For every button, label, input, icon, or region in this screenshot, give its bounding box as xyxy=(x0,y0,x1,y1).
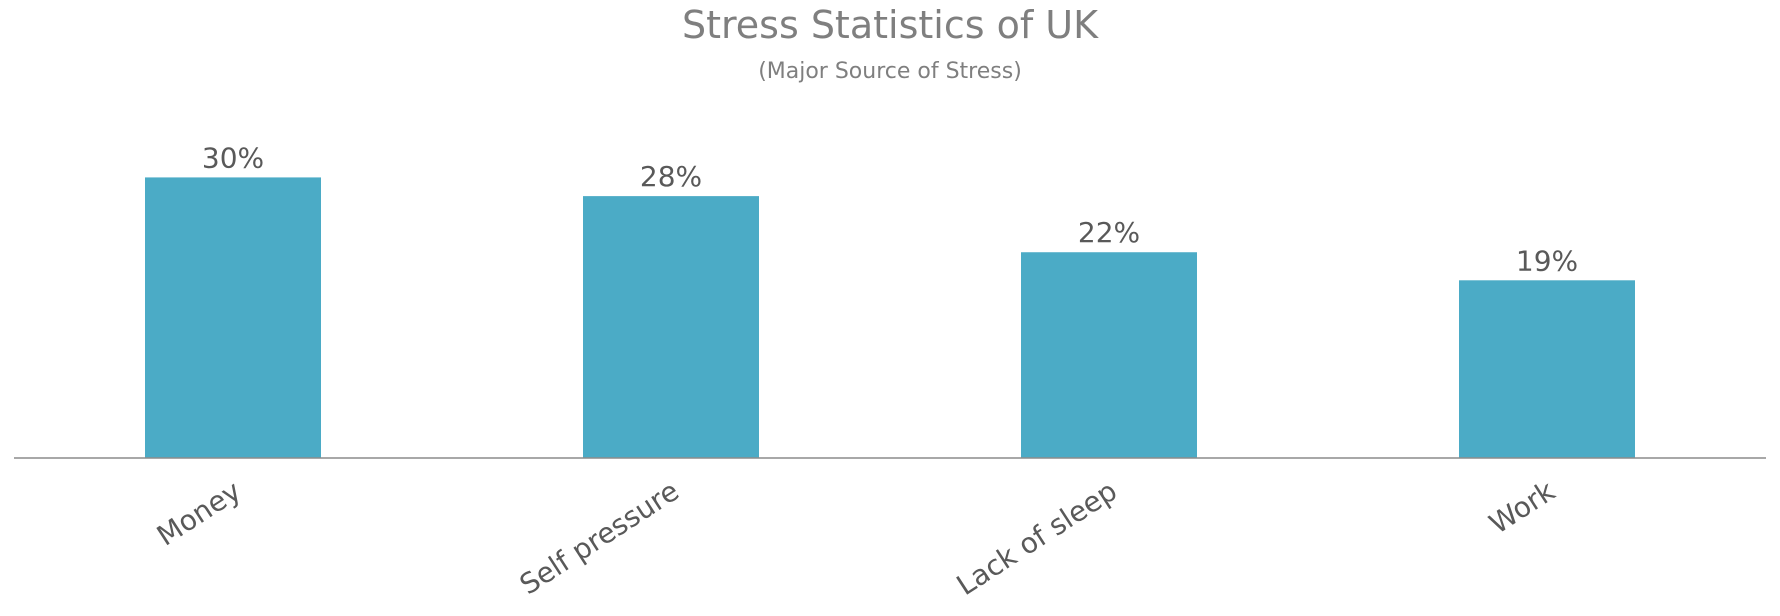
value-label: 28% xyxy=(640,160,702,193)
category-labels-group: Money Self pressure Lack of sleep Work xyxy=(151,474,1561,602)
value-label: 22% xyxy=(1078,216,1140,249)
bar-self-pressure xyxy=(583,196,759,458)
value-label: 30% xyxy=(202,141,264,174)
category-label: Money xyxy=(151,474,247,552)
bar-lack-of-sleep xyxy=(1021,252,1197,458)
category-label: Self pressure xyxy=(514,474,685,601)
chart-subtitle: (Major Source of Stress) xyxy=(758,59,1022,84)
value-label: 19% xyxy=(1516,244,1578,277)
chart-title: Stress Statistics of UK xyxy=(682,3,1099,47)
category-label: Lack of sleep xyxy=(951,474,1123,602)
bar-work xyxy=(1459,280,1635,458)
value-labels-group: 30% 28% 22% 19% xyxy=(202,141,1578,277)
category-label: Work xyxy=(1483,474,1561,541)
bars-group xyxy=(145,177,1635,459)
bar-money xyxy=(145,177,321,459)
